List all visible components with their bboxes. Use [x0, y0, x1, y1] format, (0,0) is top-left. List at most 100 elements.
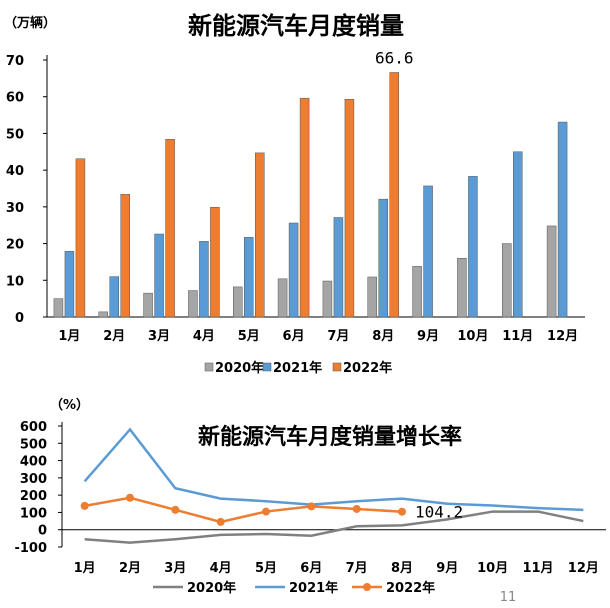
bar-2021年 — [333, 217, 344, 318]
line-x-tick-label: 7月 — [346, 561, 368, 576]
bar-2020年 — [457, 258, 467, 318]
line-x-tick-label: 2月 — [119, 561, 141, 576]
line-point-2022年 — [216, 517, 225, 526]
line-x-tick-label: 8月 — [391, 561, 413, 576]
line-point-2022年 — [398, 507, 406, 516]
line-series-2021年 — [83, 427, 584, 512]
bar-2022年 — [75, 158, 86, 318]
bar-legend-label: 2022年 — [343, 360, 392, 376]
bar-2020年 — [367, 276, 377, 318]
line-chart-unit-label: （%） — [50, 397, 89, 413]
bar-2021年 — [557, 121, 568, 318]
bar-2021年 — [109, 276, 119, 318]
bar-2020年 — [546, 225, 557, 318]
bar-2022年 — [299, 97, 310, 318]
line-series-2020年 — [84, 510, 584, 544]
bar-2022年 — [120, 194, 130, 318]
line-y-tick-label: 300 — [20, 472, 47, 487]
line-x-tick-label: 11月 — [522, 561, 553, 576]
page-number: 11 — [500, 590, 517, 605]
bar-y-tick-label: 70 — [6, 54, 24, 69]
bar-x-tick-label: 12月 — [547, 329, 578, 344]
bar-2021年 — [244, 237, 254, 318]
bar-2020年 — [277, 278, 288, 318]
line-legend-label: 2021年 — [289, 580, 338, 596]
bar-x-tick-label: 5月 — [238, 329, 260, 344]
line-point-2022年 — [126, 493, 134, 502]
line-point-2022年 — [307, 502, 316, 511]
line-x-tick-label: 5月 — [255, 561, 277, 576]
line-x-tick-label: 4月 — [210, 561, 232, 576]
bar-x-tick-label: 9月 — [417, 329, 439, 344]
line-y-tick-label: 600 — [20, 420, 47, 435]
line-data-label: 104.2 — [415, 503, 463, 522]
bar-2020年 — [53, 298, 64, 318]
line-x-tick-label: 6月 — [300, 561, 322, 576]
bar-2021年 — [378, 198, 388, 318]
line-y-tick-label: -100 — [14, 541, 47, 556]
line-point-2022年 — [171, 505, 180, 514]
line-legend-label: 2022年 — [386, 580, 435, 596]
line-x-tick-label: 10月 — [477, 561, 508, 576]
bar-x-tick-label: 10月 — [457, 329, 488, 344]
bar-x-tick-label: 7月 — [327, 329, 349, 344]
bar-y-tick-label: 50 — [6, 127, 24, 142]
bar-2020年 — [322, 280, 333, 318]
bar-data-label: 66.6 — [375, 48, 414, 67]
bar-y-tick-label: 60 — [6, 91, 24, 106]
line-y-tick-label: 400 — [20, 455, 47, 470]
bar-2020年 — [233, 286, 243, 318]
bar-x-tick-label: 4月 — [193, 329, 215, 344]
bar-2020年 — [412, 266, 422, 318]
bar-y-tick-label: 20 — [6, 238, 24, 253]
line-legend-label: 2020年 — [187, 580, 236, 596]
bar-chart-unit-label: （万辆） — [4, 15, 56, 31]
line-x-tick-label: 12月 — [568, 561, 599, 576]
line-x-tick-label: 1月 — [74, 561, 96, 576]
line-point-2022年 — [80, 501, 89, 510]
bar-legend-label: 2020年 — [215, 360, 264, 376]
bar-y-tick-label: 0 — [15, 311, 24, 326]
bar-2022年 — [165, 139, 175, 318]
bar-x-tick-label: 11月 — [502, 329, 533, 344]
bar-2021年 — [288, 222, 299, 318]
bar-2022年 — [255, 152, 265, 318]
bar-chart-title: 新能源汽车月度销量 — [188, 12, 404, 40]
bar-legend-swatch — [262, 362, 272, 372]
bar-2020年 — [188, 290, 198, 318]
bar-y-tick-label: 40 — [6, 164, 24, 179]
line-y-tick-label: 0 — [38, 524, 47, 539]
bar-x-tick-label: 6月 — [283, 329, 305, 344]
line-x-tick-label: 9月 — [436, 561, 458, 576]
bar-2021年 — [154, 233, 164, 318]
line-point-2022年 — [262, 507, 270, 516]
line-y-tick-label: 200 — [20, 489, 47, 504]
bar-legend-label: 2021年 — [273, 360, 322, 376]
bar-2021年 — [513, 151, 523, 318]
bar-x-tick-label: 2月 — [103, 329, 125, 344]
bar-2020年 — [98, 311, 108, 318]
bar-x-tick-label: 3月 — [148, 329, 170, 344]
bar-legend-swatch — [332, 362, 342, 372]
line-y-tick-label: 100 — [20, 506, 47, 521]
bar-x-tick-label: 1月 — [58, 329, 80, 344]
line-chart-title: 新能源汽车月度销量增长率 — [198, 424, 462, 450]
bar-y-tick-label: 30 — [6, 201, 24, 216]
bar-2022年 — [389, 72, 399, 318]
line-point-2022年 — [352, 504, 361, 513]
bar-2021年 — [199, 241, 209, 318]
line-chart: 新能源汽车月度销量增长率 （%） -100 0 100 200 300 400 500 600 1月… — [14, 397, 606, 596]
bar-2021年 — [64, 251, 75, 318]
bar-2022年 — [344, 99, 355, 318]
bar-legend-swatch — [204, 362, 214, 372]
bar-chart: 新能源汽车月度销量 （万辆） 0 10 20 30 40 50 60 70 1月 2月 3月 4月 5月 6月… — [4, 12, 585, 376]
bar-2022年 — [210, 206, 220, 318]
bar-2020年 — [143, 292, 153, 318]
bar-y-tick-label: 10 — [6, 274, 24, 289]
bar-x-tick-label: 8月 — [372, 329, 394, 344]
line-y-tick-label: 500 — [20, 437, 47, 452]
bar-2021年 — [423, 185, 433, 318]
line-x-tick-label: 3月 — [164, 561, 186, 576]
